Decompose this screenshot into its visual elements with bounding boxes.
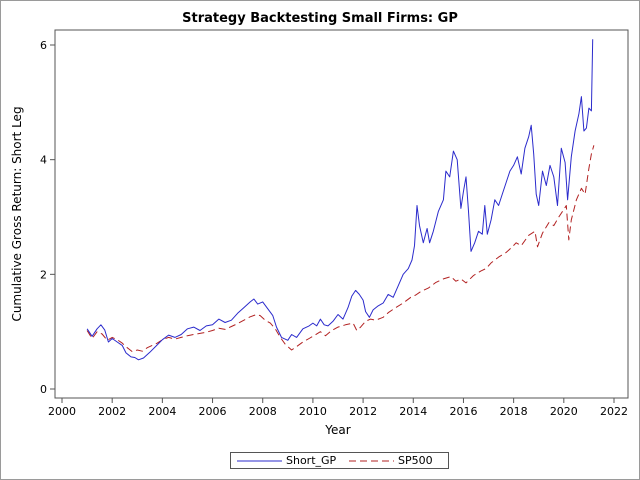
legend-label-short-gp: Short_GP (286, 454, 337, 467)
y-axis: 0 2 4 6 (40, 39, 55, 396)
legend-swatch-short-gp (237, 460, 282, 461)
x-tick-label: 2010 (299, 405, 327, 418)
x-tick-label: 2020 (550, 405, 578, 418)
x-tick-label: 2006 (199, 405, 227, 418)
x-tick-label: 2002 (98, 405, 126, 418)
x-axis: 2000 2002 2004 2006 2008 2010 2012 2014 2016 2018… (48, 398, 628, 418)
series-line-short-gp (86, 39, 594, 361)
legend-swatch-sp500 (349, 460, 394, 461)
chart-title: Strategy Backtesting Small Firms: GP (182, 11, 458, 26)
x-tick-label: 2022 (600, 405, 628, 418)
legend: Short_GP SP500 (230, 452, 449, 469)
legend-item-sp500: SP500 (349, 454, 433, 467)
x-axis-label: Year (324, 423, 350, 437)
x-tick-label: 2000 (48, 405, 76, 418)
x-tick-label: 2016 (449, 405, 477, 418)
x-tick-label: 2008 (249, 405, 277, 418)
legend-label-sp500: SP500 (398, 454, 433, 467)
x-tick-label: 2014 (399, 405, 427, 418)
plot-area (54, 29, 629, 399)
series-layer (86, 39, 595, 361)
legend-item-short-gp: Short_GP (237, 454, 336, 467)
y-axis-label: Cumulative Gross Return: Short Leg (10, 106, 24, 321)
y-tick-label: 0 (40, 383, 47, 396)
x-tick-label: 2004 (148, 405, 176, 418)
y-tick-label: 4 (40, 154, 47, 167)
series-line-sp500 (86, 145, 595, 353)
y-tick-label: 2 (40, 268, 47, 281)
y-tick-label: 6 (40, 39, 47, 52)
x-tick-label: 2012 (349, 405, 377, 418)
x-tick-label: 2018 (500, 405, 528, 418)
